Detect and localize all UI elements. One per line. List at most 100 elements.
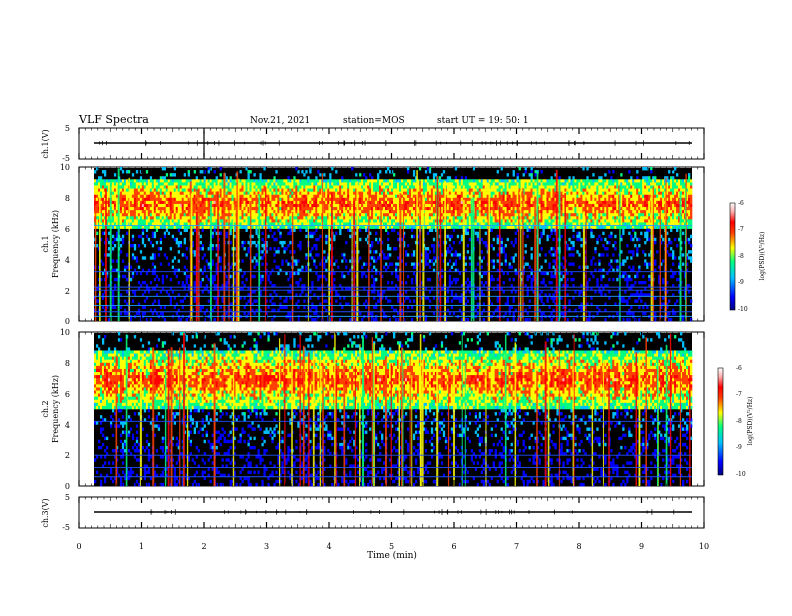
spectrogram-cell	[166, 219, 168, 222]
spectrogram-cell	[391, 281, 393, 284]
spectrogram-cell	[255, 189, 257, 192]
spectrogram-cell	[158, 189, 160, 192]
spectrogram-cell	[269, 216, 271, 219]
spectrogram-cell	[427, 207, 429, 210]
spectrogram-cell	[483, 241, 485, 244]
spectrogram-cell	[244, 241, 246, 244]
spectrogram-cell	[363, 207, 365, 210]
spectrogram-cell	[283, 207, 285, 210]
spectrogram-cell	[451, 182, 453, 185]
spectrogram-cell	[323, 182, 325, 185]
spectrogram-cell	[451, 290, 453, 293]
spectrogram-cell	[182, 299, 184, 302]
spectrogram-cell	[315, 266, 317, 269]
spectrogram-cell	[395, 318, 397, 321]
spectrogram-cell	[255, 216, 257, 219]
spectrogram-cell	[188, 210, 190, 213]
spectrogram-cell	[220, 195, 222, 198]
spectrogram-cell	[311, 216, 313, 219]
spectrogram-cell	[122, 182, 124, 185]
spectrogram-cell	[132, 204, 134, 207]
figure-start-time: start UT = 19: 50: 1	[437, 116, 529, 126]
spectrogram-cell	[277, 272, 279, 275]
spectrogram-cell	[363, 201, 365, 204]
spectrogram-cell	[186, 275, 188, 278]
spectrogram-cell	[507, 238, 509, 241]
spectrogram-cell	[154, 272, 156, 275]
spectrogram-cell	[245, 253, 247, 256]
spectrogram-cell	[343, 185, 345, 188]
spectrogram-cell	[289, 219, 291, 222]
spectrogram-cell	[166, 226, 168, 229]
spectrogram-cell	[182, 189, 184, 192]
spectrogram-cell	[216, 176, 218, 179]
spectrogram-cell	[505, 253, 507, 256]
spectrogram-cell	[301, 226, 303, 229]
spectrogram-cell	[453, 229, 455, 232]
spectrogram-cell	[234, 189, 236, 192]
spectrogram-cell	[395, 198, 397, 201]
spectrogram-cell	[397, 278, 399, 281]
spectrogram-cell	[132, 238, 134, 241]
spectrogram-cell	[96, 207, 98, 210]
spectrogram-cell	[204, 189, 206, 192]
spectrogram-cell	[182, 253, 184, 256]
spectrogram-cell	[363, 216, 365, 219]
spectrogram-cell	[142, 229, 144, 232]
spectrogram-cell	[431, 207, 433, 210]
spectrogram-cell	[345, 241, 347, 244]
spectrogram-cell	[301, 179, 303, 182]
spectrogram-cell	[333, 179, 335, 182]
spectrogram-cell	[212, 262, 214, 265]
spectrogram-cell	[275, 201, 277, 204]
spectrogram-cell	[449, 213, 451, 216]
spectrogram-cell	[168, 226, 170, 229]
spectrogram-cell	[483, 195, 485, 198]
spectrogram-cell	[317, 195, 319, 198]
spectrogram-cell	[232, 198, 234, 201]
spectrogram-cell	[160, 204, 162, 207]
spectrogram-cell	[397, 318, 399, 321]
spectrogram-cell	[202, 216, 204, 219]
spectrogram-cell	[479, 192, 481, 195]
spectrogram-cell	[429, 226, 431, 229]
spectrogram-cell	[132, 256, 134, 259]
spectrogram-cell	[465, 207, 467, 210]
spectrogram-cell	[447, 179, 449, 182]
spectrogram-cell	[345, 182, 347, 185]
spectrogram-cell	[305, 198, 307, 201]
spectrogram-cell	[361, 182, 363, 185]
spectrogram-cell	[114, 226, 116, 229]
spectrogram-cell	[455, 192, 457, 195]
spectrogram-cell	[397, 192, 399, 195]
spectrogram-cell	[459, 213, 461, 216]
spectrogram-cell	[297, 299, 299, 302]
spectrogram-cell	[188, 182, 190, 185]
spectrogram-cell	[251, 204, 253, 207]
spectrogram-cell	[397, 275, 399, 278]
spectrogram-cell	[226, 192, 228, 195]
spectrogram-cell	[383, 216, 385, 219]
spectrogram-cell	[457, 210, 459, 213]
spectrogram-cell	[102, 219, 104, 222]
spectrogram-cell	[220, 173, 222, 176]
spectrogram-cell	[144, 306, 146, 309]
spectrogram-cell	[479, 185, 481, 188]
spectrogram-cell	[347, 179, 349, 182]
spectrogram-cell	[281, 198, 283, 201]
spectrogram-cell	[447, 216, 449, 219]
spectrogram-cell	[501, 192, 503, 195]
spectrogram-cell	[146, 170, 148, 173]
spectrogram-cell	[385, 204, 387, 207]
spectrogram-cell	[186, 204, 188, 207]
spectrogram-cell	[303, 201, 305, 204]
spectrogram-cell	[373, 219, 375, 222]
spectrogram-cell	[297, 219, 299, 222]
spectrogram-cell	[293, 259, 295, 262]
spectrogram-cell	[136, 216, 138, 219]
spectrogram-cell	[469, 189, 471, 192]
spectrogram-cell	[164, 306, 166, 309]
spectrogram-cell	[497, 241, 499, 244]
spectrogram-cell	[202, 256, 204, 259]
spectrogram-cell	[373, 266, 375, 269]
